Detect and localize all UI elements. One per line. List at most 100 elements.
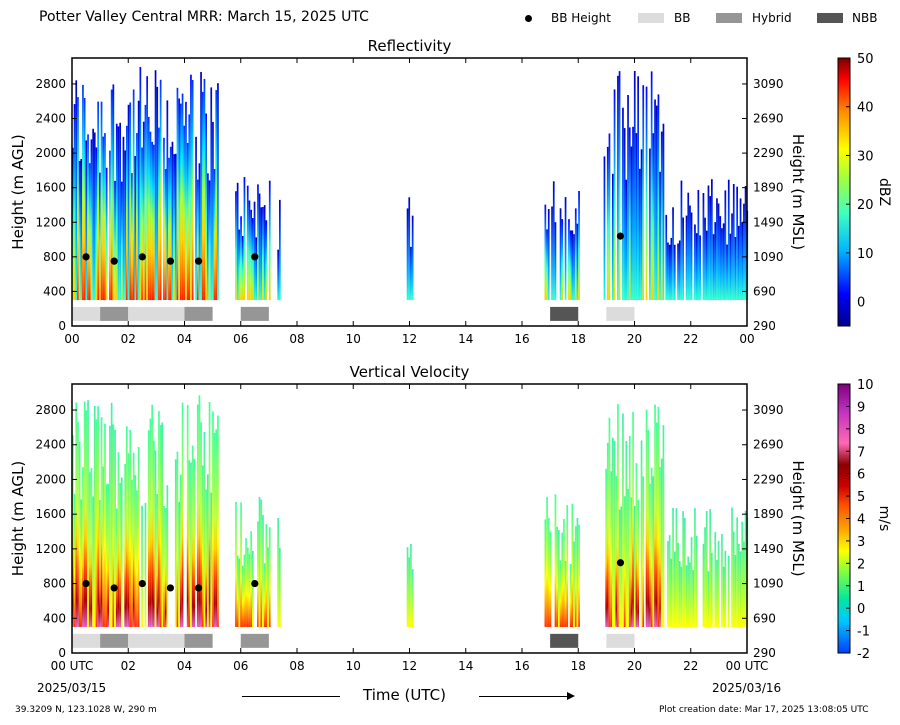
- heatmap-column: [569, 564, 572, 627]
- time-arrow-left: [242, 696, 340, 697]
- heatmap-column: [176, 87, 179, 301]
- heatmap-column: [408, 197, 411, 300]
- heatmap-column: [258, 193, 261, 301]
- heatmap-column: [129, 102, 132, 301]
- x-tick-label: 12: [402, 659, 417, 673]
- heatmap-column: [709, 509, 711, 627]
- figure-title: Potter Valley Central MRR: March 15, 202…: [39, 9, 369, 25]
- y-tick-label-right: 1890: [753, 181, 784, 195]
- heatmap-column: [139, 67, 142, 301]
- bb-type-bar-hybrid: [240, 306, 269, 321]
- x-axis-label: Time (UTC): [363, 686, 446, 704]
- heatmap-column: [662, 425, 665, 627]
- heatmap-column: [408, 557, 411, 627]
- colorbar-tick-label: 40: [857, 101, 874, 116]
- colorbar-tick-label: 10: [857, 247, 874, 262]
- heatmap-column: [112, 424, 115, 627]
- y-tick-label-right: 290: [753, 646, 776, 660]
- heatmap-column: [694, 508, 696, 627]
- heatmap-column: [104, 423, 106, 627]
- colorbar-tick-label: -2: [857, 647, 870, 662]
- heatmap-column: [411, 215, 414, 300]
- heatmap-column: [166, 485, 169, 627]
- heatmap-column: [180, 103, 182, 301]
- heatmap-column: [736, 186, 738, 300]
- heatmap-column: [208, 180, 211, 300]
- heatmap-column: [137, 100, 140, 301]
- heatmap-column: [213, 169, 216, 301]
- heatmap-column: [660, 458, 663, 627]
- heatmap-column: [158, 411, 160, 627]
- heatmap-column: [574, 526, 577, 627]
- heatmap-column: [180, 474, 182, 627]
- heatmap-column: [736, 517, 738, 627]
- colorbar-tick-label: 10: [857, 378, 874, 393]
- heatmap-column: [612, 173, 614, 301]
- heatmap-column: [668, 535, 671, 627]
- heatmap-column: [563, 519, 565, 627]
- y-tick-label-right: 1890: [753, 507, 784, 521]
- heatmap-column: [198, 163, 201, 300]
- heatmap-column: [164, 169, 167, 300]
- heatmap-column: [608, 133, 611, 300]
- bb-type-bar-bb: [128, 306, 185, 321]
- heatmap-column: [637, 500, 639, 627]
- heatmap-column: [670, 237, 673, 300]
- heatmap-column: [695, 233, 698, 301]
- heatmap-column: [267, 547, 269, 627]
- heatmap-column: [134, 156, 137, 301]
- heatmap-column: [677, 542, 679, 627]
- colorbar-tick-label: 9: [857, 400, 865, 415]
- heatmap-column: [571, 503, 574, 627]
- bb-height-point: [251, 253, 259, 261]
- heatmap-column: [652, 133, 655, 300]
- heatmap-column: [724, 550, 727, 627]
- y-axis-label-right: Height (m MSL): [789, 134, 807, 250]
- bb-type-bars: [72, 633, 635, 648]
- heatmap-column: [724, 190, 727, 301]
- heatmap-column: [705, 230, 708, 300]
- heatmap-column: [120, 477, 123, 627]
- y-axis-right: 290 690 1090 1490 1890 2290 2690 3090: [742, 403, 784, 660]
- heatmap-column: [186, 405, 189, 627]
- heatmap-column: [662, 123, 665, 301]
- colorbar-tick-label: 0: [857, 602, 865, 617]
- heatmap-column: [606, 146, 609, 301]
- heatmap-column: [241, 236, 244, 300]
- start-date-label: 2025/03/15: [37, 681, 107, 695]
- legend-dot-marker: [525, 15, 532, 22]
- heatmap-column: [250, 531, 252, 627]
- heatmap-column: [92, 128, 94, 301]
- legend: BB Height BB Hybrid NBB: [520, 10, 890, 28]
- heatmap-column: [97, 406, 99, 627]
- heatmap-column: [99, 500, 101, 627]
- end-date-label: 2025/03/16: [712, 681, 782, 695]
- colorbar-label: m/s: [876, 506, 892, 532]
- heatmap-column: [95, 147, 98, 300]
- heatmap-column: [576, 518, 579, 627]
- heatmap-column: [623, 496, 626, 627]
- heatmap-column: [77, 422, 79, 627]
- y-axis-left: 0 400 800 1200 1600 2000 2400 2800: [35, 403, 77, 660]
- heatmap-column: [279, 547, 281, 627]
- heatmap-column: [617, 75, 619, 300]
- heatmap-column: [248, 554, 251, 627]
- heatmap-column: [127, 104, 130, 301]
- heatmap-column: [75, 80, 78, 301]
- heatmap-column: [132, 89, 135, 301]
- heatmap-column: [613, 89, 616, 301]
- y-axis-label-left: Height (m AGL): [9, 461, 27, 576]
- heatmap-column: [240, 216, 242, 301]
- heatmap-column: [243, 177, 246, 301]
- heatmap-column: [630, 146, 633, 301]
- heatmap-column: [238, 229, 241, 300]
- heatmap-column: [574, 208, 577, 300]
- heatmap-column: [689, 562, 691, 627]
- bb-type-bar-hybrid: [240, 633, 269, 648]
- heatmap-column: [657, 406, 660, 627]
- heatmap-column: [78, 160, 81, 300]
- x-tick-label: 12: [402, 332, 417, 346]
- x-tick-label: 02: [121, 659, 136, 673]
- heatmap-column: [613, 440, 616, 627]
